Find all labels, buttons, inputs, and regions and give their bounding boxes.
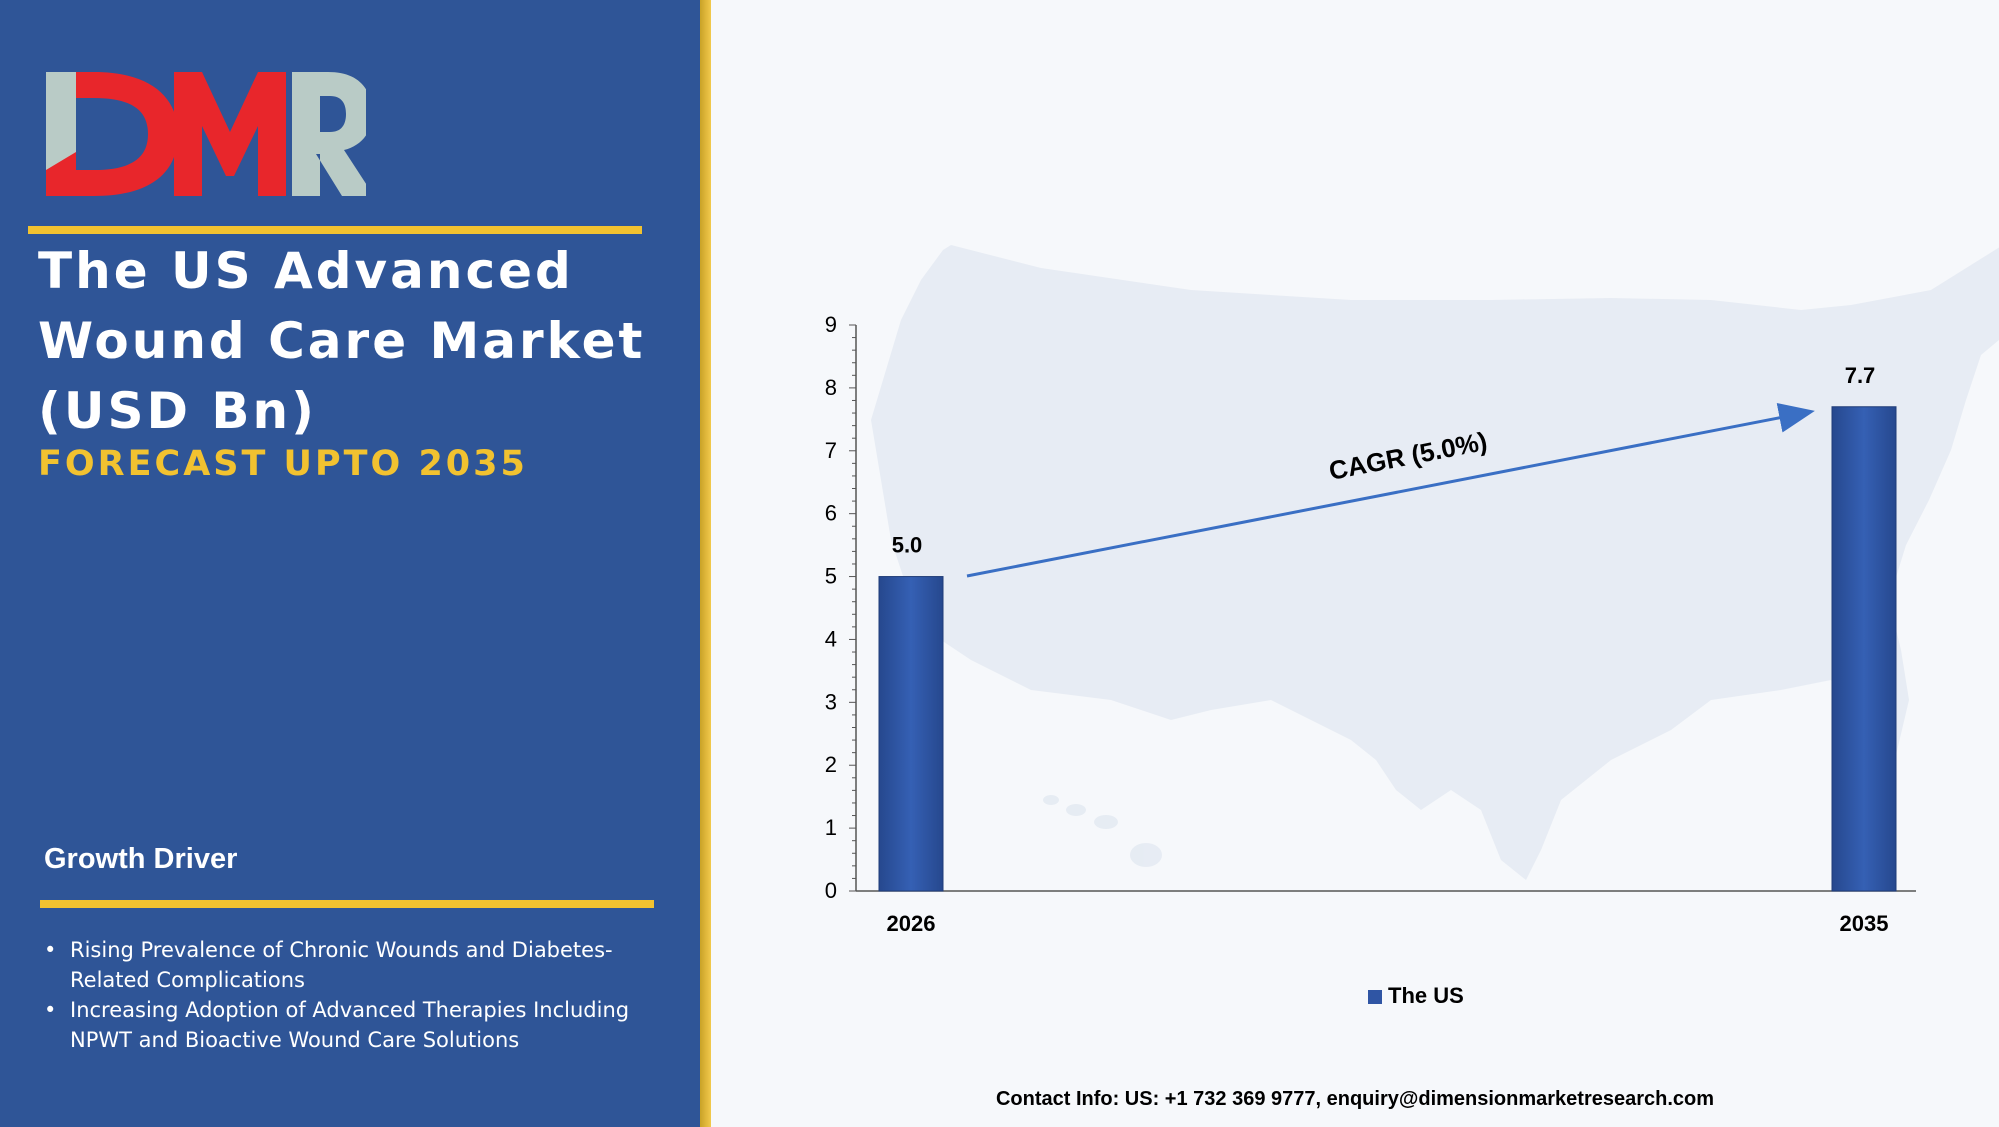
- growth-driver-list: Rising Prevalence of Chronic Wounds and …: [44, 935, 644, 1055]
- y-tick-label: 3: [825, 689, 837, 714]
- cagr-arrow: [966, 403, 1815, 578]
- x-tick-labels: 2026 2035: [887, 911, 1889, 936]
- y-axis: [849, 324, 1916, 892]
- y-tick-label: 5: [825, 564, 837, 589]
- title-underline: [28, 226, 642, 234]
- y-tick-label: 0: [825, 878, 837, 903]
- data-label: 5.0: [892, 533, 923, 558]
- x-tick-label: 2035: [1840, 911, 1889, 936]
- y-tick-label: 6: [825, 501, 837, 526]
- forecast-subtitle: FORECAST UPTO 2035: [38, 444, 528, 484]
- dmr-logo: [46, 72, 366, 196]
- growth-driver-underline: [40, 900, 654, 908]
- growth-driver-item: Rising Prevalence of Chronic Wounds and …: [44, 935, 644, 995]
- y-tick-label: 8: [825, 375, 837, 400]
- left-panel: The US Advanced Wound Care Market (USD B…: [0, 0, 700, 1127]
- hawaii-islands: [1043, 795, 1162, 867]
- y-tick-label: 7: [825, 438, 837, 463]
- y-tick-label: 1: [825, 815, 837, 840]
- y-tick-label: 2: [825, 752, 837, 777]
- growth-driver-heading: Growth Driver: [44, 843, 238, 875]
- y-tick-label: 9: [825, 312, 837, 337]
- bar-2026: [878, 576, 944, 892]
- page-title: The US Advanced Wound Care Market (USD B…: [38, 242, 646, 440]
- legend-swatch: [1368, 990, 1382, 1004]
- legend-label: The US: [1388, 983, 1464, 1008]
- growth-driver-item: Increasing Adoption of Advanced Therapie…: [44, 995, 644, 1055]
- us-map-background: [871, 245, 1999, 880]
- y-tick-labels: 0 1 2 3 4 5 6 7 8 9: [825, 312, 837, 903]
- contact-info: Contact Info: US: +1 732 369 9777, enqui…: [995, 1088, 1715, 1110]
- y-tick-label: 4: [825, 626, 837, 651]
- x-tick-label: 2026: [887, 911, 936, 936]
- bar-2035: [1831, 406, 1897, 892]
- panel-divider: [700, 0, 711, 1127]
- data-labels: 5.0 7.7: [892, 363, 1876, 558]
- data-label: 7.7: [1845, 363, 1876, 388]
- bars: [878, 406, 1897, 892]
